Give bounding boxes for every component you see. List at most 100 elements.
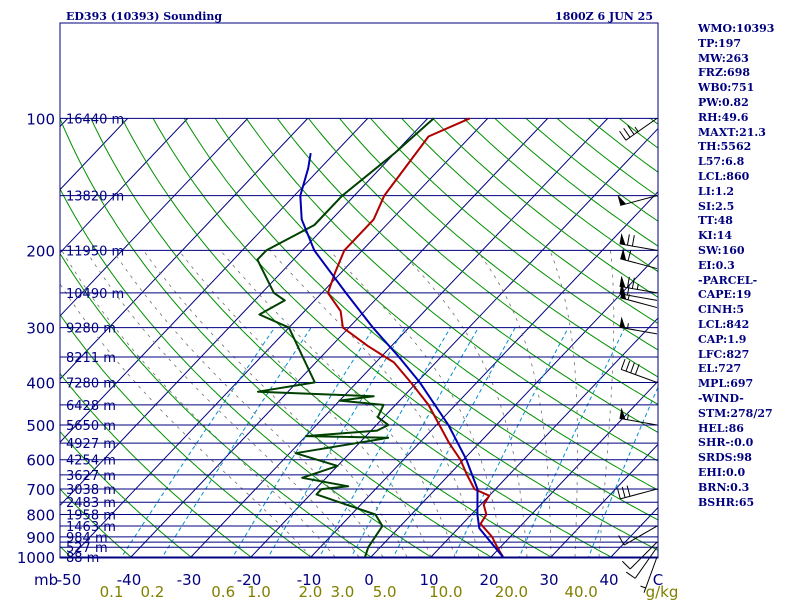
moist-adiabat-line bbox=[85, 250, 360, 558]
mixing-ratio-label: 40.0 bbox=[564, 583, 597, 600]
wind-barb-pennant bbox=[620, 248, 627, 261]
sounding-index-item: TP:197 bbox=[698, 36, 742, 50]
wind-barb bbox=[621, 541, 658, 570]
height-label: 984 m bbox=[66, 531, 108, 546]
sounding-index-item: PW:0.82 bbox=[698, 95, 749, 109]
wind-barb-staff bbox=[620, 195, 658, 206]
sounding-index-item: -WIND- bbox=[698, 391, 744, 405]
sounding-index-item: SI:2.5 bbox=[698, 199, 735, 213]
wind-barb-half-flag bbox=[626, 414, 629, 420]
sounding-index-item: WMO:10393 bbox=[698, 22, 775, 35]
isotherm-line bbox=[60, 118, 249, 317]
wind-barb bbox=[619, 117, 658, 141]
wind-barb-half-flag bbox=[634, 126, 639, 132]
wind-barb-staff bbox=[643, 556, 658, 593]
wind-barb-staff bbox=[619, 293, 658, 301]
temperature-tick-label: -50 bbox=[57, 571, 82, 589]
isotherm-line bbox=[550, 443, 658, 558]
wind-barb bbox=[618, 525, 658, 546]
sounding-index-item: SHR-:0.0 bbox=[698, 436, 754, 450]
wind-barb-pennant bbox=[619, 407, 626, 420]
height-label: 7280 m bbox=[66, 376, 116, 391]
mixing-ratio-label: 10.0 bbox=[429, 583, 462, 600]
sounding-index-item: WB0:751 bbox=[698, 81, 755, 95]
height-label: 3627 m bbox=[66, 469, 116, 484]
mixing-ratio-label: 1.0 bbox=[247, 583, 271, 600]
sounding-index-item: RH:49.6 bbox=[698, 110, 749, 124]
sounding-index-item: LCL:842 bbox=[698, 317, 750, 331]
sounding-index-item: KI:14 bbox=[698, 229, 733, 243]
moist-adiabat-line bbox=[112, 250, 384, 558]
wind-barb-staff bbox=[623, 525, 658, 546]
height-label: 5650 m bbox=[66, 419, 116, 434]
dry-adiabat-line bbox=[0, 118, 11, 557]
mixing-ratio-line bbox=[518, 327, 626, 558]
sounding-index-item: LCL:860 bbox=[698, 169, 750, 183]
pressure-tick-label: 100 bbox=[26, 110, 55, 128]
pressure-tick-label: 600 bbox=[26, 452, 55, 470]
plot-frame bbox=[59, 22, 659, 559]
wind-barb-flag bbox=[625, 360, 631, 372]
sounding-index-item: CAP:1.9 bbox=[698, 332, 747, 346]
wind-barb-staff bbox=[619, 326, 658, 335]
wind-barb-flag bbox=[631, 277, 635, 289]
wind-barb-staff bbox=[619, 285, 658, 294]
height-label: 11950 m bbox=[66, 244, 124, 259]
moist-adiabat-line bbox=[220, 250, 456, 558]
sounding-index-item: FRZ:698 bbox=[698, 66, 751, 80]
height-label: 2483 m bbox=[66, 496, 116, 511]
mixing-ratio-unit-label: g/kg bbox=[646, 583, 679, 600]
wind-barb bbox=[619, 275, 658, 294]
height-label: 1958 m bbox=[66, 508, 116, 523]
sounding-index-item: TT:48 bbox=[698, 214, 733, 228]
wind-barb bbox=[620, 287, 658, 309]
pressure-tick-label: 200 bbox=[26, 242, 55, 260]
wind-barb-flag bbox=[623, 127, 631, 138]
valid-time: 1800Z 6 JUN 25 bbox=[555, 10, 653, 23]
wind-barb-half-flag bbox=[627, 294, 630, 300]
wind-barbs bbox=[616, 117, 658, 593]
pressure-tick-label: 400 bbox=[26, 374, 55, 392]
sounding-traces bbox=[256, 117, 504, 558]
sounding-index-item: BSHR:65 bbox=[698, 495, 755, 509]
height-label: 8211 m bbox=[66, 351, 116, 366]
isotherm-line bbox=[0, 118, 8, 557]
height-label: 4927 m bbox=[66, 437, 116, 452]
wind-barb-half-flag bbox=[636, 283, 639, 290]
mixing-ratio-label: 20.0 bbox=[495, 583, 528, 600]
wind-barb-staff bbox=[620, 258, 658, 270]
height-label: 9280 m bbox=[66, 322, 116, 337]
sounding-indices-list: WMO:10393 TP:197 MW:263 FRZ:698 WB0:751 PW:0.… bbox=[698, 22, 798, 510]
mixing-ratio-line bbox=[318, 327, 451, 558]
wind-barb bbox=[625, 546, 658, 579]
temperature-tick-label: 10 bbox=[419, 571, 438, 589]
isotherm-line bbox=[250, 127, 658, 558]
wind-barb bbox=[619, 407, 658, 426]
plot-background bbox=[60, 23, 658, 558]
wind-barb-flag bbox=[627, 125, 635, 135]
wind-barb-staff bbox=[620, 297, 658, 309]
isotherm-line bbox=[60, 118, 309, 380]
height-label: 10490 m bbox=[66, 287, 124, 302]
wind-barb bbox=[616, 485, 658, 500]
pressure-tick-label: 700 bbox=[26, 481, 55, 499]
wind-barb-pennant bbox=[619, 232, 626, 245]
mixing-ratio-line bbox=[587, 385, 658, 558]
mixing-ratio-label: 3.0 bbox=[330, 583, 354, 600]
wind-barb-flag bbox=[626, 284, 630, 296]
wind-barb-flag bbox=[621, 486, 626, 498]
background-grid bbox=[0, 117, 658, 558]
mixing-ratio-line bbox=[350, 327, 479, 558]
height-label: 6428 m bbox=[66, 399, 116, 414]
mixing-ratio-label: 2.0 bbox=[299, 583, 323, 600]
wind-barb-flag bbox=[621, 560, 631, 570]
wind-barb-flag bbox=[618, 535, 625, 546]
isotherm-line bbox=[310, 191, 658, 558]
pressure-tick-label: 1000 bbox=[17, 549, 55, 567]
wind-barb-flag bbox=[631, 235, 635, 247]
wind-barb-flag bbox=[625, 571, 636, 579]
wind-barb-flag bbox=[616, 488, 621, 500]
sounding-index-item: MW:263 bbox=[698, 51, 749, 65]
temperature-unit-label: C bbox=[653, 571, 663, 589]
